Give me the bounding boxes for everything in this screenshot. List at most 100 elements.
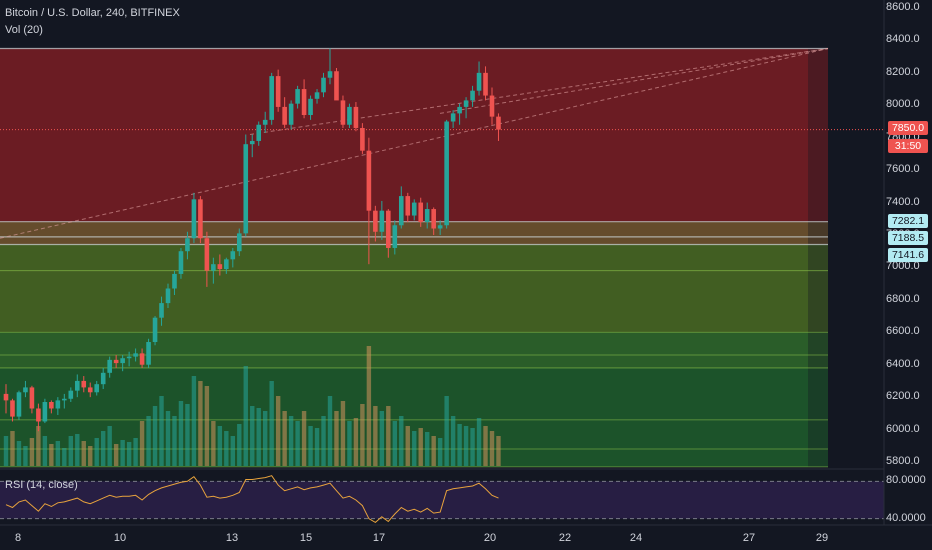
price-axis-label: 6200.0 xyxy=(886,390,920,403)
zone-green-2 xyxy=(0,332,828,368)
volume-bar xyxy=(282,411,287,466)
volume-bar xyxy=(457,424,462,466)
volume-bar xyxy=(321,416,326,466)
candle-body xyxy=(159,303,164,318)
volume-bar xyxy=(16,441,22,466)
rsi-line xyxy=(5,475,499,524)
candle-body xyxy=(256,124,262,141)
price-axis-label: 6800.0 xyxy=(886,292,920,305)
date-axis-label: 17 xyxy=(372,532,386,544)
candle-body xyxy=(198,199,203,239)
volume-bar xyxy=(36,426,41,466)
trend-line xyxy=(0,48,829,239)
candle-body xyxy=(74,380,80,391)
volume-bar xyxy=(418,428,423,466)
candle-body xyxy=(55,400,61,409)
date-axis-label: 22 xyxy=(558,532,572,544)
price-axis-label: 7000.0 xyxy=(886,260,920,273)
countdown-tag: 31:50 xyxy=(888,139,928,153)
candle-body xyxy=(463,100,469,107)
candle-body xyxy=(165,288,171,304)
candle-body xyxy=(185,238,190,252)
volume-bar xyxy=(62,448,67,466)
volume-bar xyxy=(23,446,28,466)
candle-body xyxy=(49,402,54,409)
volume-bar xyxy=(146,416,151,466)
volume-bar xyxy=(88,446,93,466)
candle-body xyxy=(476,72,482,91)
volume-bar xyxy=(425,432,430,466)
candle-body xyxy=(496,116,501,130)
candle-body xyxy=(360,127,365,151)
candle-body xyxy=(373,210,378,232)
candle-body xyxy=(457,106,462,114)
candle-body xyxy=(470,90,475,101)
trend-line xyxy=(439,48,829,114)
zone-orange xyxy=(0,221,828,245)
volume-bar xyxy=(269,381,274,466)
date-axis-label: 27 xyxy=(742,532,756,544)
volume-bar xyxy=(191,376,197,466)
volume-bar xyxy=(366,346,372,466)
candle-body xyxy=(340,100,346,125)
candle-body xyxy=(23,387,28,393)
candle-body xyxy=(444,121,449,226)
candle-body xyxy=(10,400,15,417)
volume-bar xyxy=(29,438,35,466)
volume-bar xyxy=(49,444,54,466)
volume-bar xyxy=(489,431,495,466)
candle-body xyxy=(172,273,177,289)
rsi-indicator-label: RSI (14, close) xyxy=(5,479,78,491)
date-axis-label: 10 xyxy=(113,532,127,544)
volume-bar xyxy=(217,426,223,466)
date-axis-label: 20 xyxy=(483,532,497,544)
last-price-tag: 7850.0 xyxy=(888,121,928,135)
candle-body xyxy=(301,89,307,116)
volume-bar xyxy=(94,438,99,466)
candle-body xyxy=(230,251,236,260)
candle-body xyxy=(36,408,41,422)
volume-bar xyxy=(295,421,300,466)
candle-body xyxy=(353,106,359,128)
volume-bar xyxy=(301,411,307,466)
volume-bar xyxy=(230,436,235,466)
candle-body xyxy=(411,202,417,216)
volume-bar xyxy=(165,411,171,466)
volume-bar xyxy=(126,442,132,466)
rsi-axis-label: 40.0000 xyxy=(886,511,926,524)
volume-bar xyxy=(470,428,475,466)
zone-fade xyxy=(808,48,828,467)
volume-bar xyxy=(113,444,119,466)
volume-bar xyxy=(373,406,378,466)
level-tag-2: 7188.5 xyxy=(888,231,928,245)
candle-body xyxy=(42,402,48,422)
candle-body xyxy=(347,106,352,125)
price-axis-label: 8000.0 xyxy=(886,98,920,111)
volume-bar xyxy=(334,411,339,466)
candle-body xyxy=(489,95,495,117)
zone-red xyxy=(0,48,828,222)
date-axis-label: 15 xyxy=(299,532,313,544)
candle-body xyxy=(100,372,106,385)
volume-indicator-label: Vol (20) xyxy=(5,24,43,36)
volume-bar xyxy=(463,426,469,466)
candle-body xyxy=(81,380,87,388)
date-axis-label: 24 xyxy=(629,532,643,544)
candle-body xyxy=(191,199,197,239)
volume-bar xyxy=(256,408,261,466)
price-axis-label: 8600.0 xyxy=(886,1,920,13)
candle-body xyxy=(62,398,67,401)
candle-body xyxy=(437,225,443,229)
candle-body xyxy=(152,317,158,343)
candle-body xyxy=(29,387,35,409)
candle-body xyxy=(262,119,268,125)
rsi-band xyxy=(0,481,884,519)
candle-body xyxy=(217,264,223,270)
volume-bar xyxy=(263,411,268,466)
candle-body xyxy=(379,210,385,232)
date-axis-label: 8 xyxy=(14,532,22,544)
date-axis-label: 13 xyxy=(225,532,239,544)
volume-bar xyxy=(224,431,229,466)
candle-body xyxy=(418,202,424,223)
